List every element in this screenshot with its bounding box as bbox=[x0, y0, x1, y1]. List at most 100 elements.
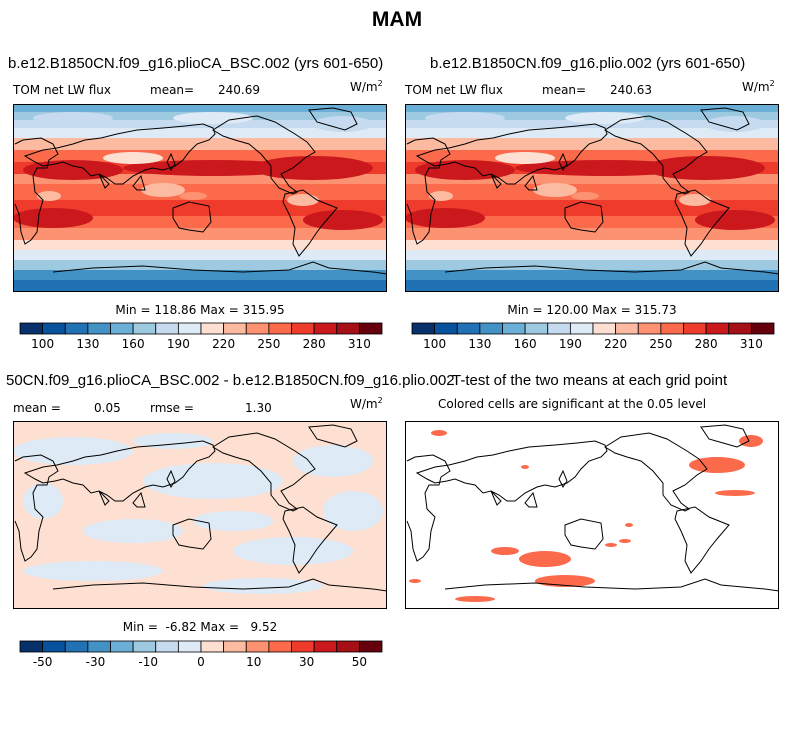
coastline bbox=[14, 454, 59, 562]
panel3-title: 50CN.f09_g16.plioCA_BSC.002 - b.e12.B185… bbox=[6, 372, 455, 389]
colorbar-swatch bbox=[200, 322, 225, 335]
coastline bbox=[444, 578, 779, 592]
flux-band bbox=[405, 138, 779, 151]
colorbar-swatch bbox=[502, 322, 526, 335]
flux-band bbox=[405, 174, 779, 185]
flux-band bbox=[405, 104, 779, 113]
panel3-mean-value: 0.05 bbox=[94, 401, 121, 415]
map-frame bbox=[405, 104, 779, 292]
colorbar-swatch bbox=[87, 322, 111, 335]
coastlines bbox=[14, 424, 387, 592]
flux-band bbox=[405, 280, 779, 292]
colorbar-swatch bbox=[223, 640, 247, 653]
coastline bbox=[700, 424, 750, 448]
colorbar-swatch bbox=[42, 640, 66, 653]
colorbar-tick-label: 30 bbox=[299, 655, 314, 669]
coastline bbox=[524, 174, 538, 191]
coastline bbox=[490, 173, 502, 189]
negative-region bbox=[23, 483, 63, 519]
panel2-field-label: TOM net LW flux bbox=[405, 83, 503, 97]
colorbar-tick-label: 310 bbox=[740, 337, 763, 351]
colorbar-swatch bbox=[110, 640, 134, 653]
colorbar-tick-label: 10 bbox=[246, 655, 261, 669]
convective-region bbox=[429, 191, 453, 201]
colorbar-swatch bbox=[291, 322, 315, 335]
convective-region bbox=[179, 192, 207, 200]
coastline bbox=[52, 261, 387, 275]
coastline bbox=[308, 424, 358, 448]
coastline bbox=[132, 174, 146, 191]
cool-region bbox=[173, 112, 253, 124]
colorbar-swatch bbox=[411, 322, 436, 335]
warm-core bbox=[405, 208, 485, 228]
coastline bbox=[406, 454, 451, 562]
panel2-minmax: Min = 120.00 Max = 315.73 bbox=[507, 303, 677, 317]
colorbar-tick-label: 0 bbox=[197, 655, 205, 669]
coastline bbox=[23, 440, 216, 502]
colorbar-tick-label: 50 bbox=[352, 655, 367, 669]
cool-region bbox=[313, 116, 373, 132]
coastlines bbox=[406, 424, 779, 592]
colorbar-swatch bbox=[245, 640, 270, 653]
colorbar-tick-label: 310 bbox=[348, 337, 371, 351]
coastline bbox=[700, 107, 750, 131]
colorbar-swatch bbox=[245, 322, 270, 335]
warm-core bbox=[645, 156, 765, 180]
colorbar-swatch bbox=[177, 640, 202, 653]
colorbar-swatch bbox=[592, 322, 617, 335]
colorbar-swatch bbox=[177, 322, 202, 335]
coastline bbox=[98, 173, 110, 189]
colorbar-swatch bbox=[132, 640, 157, 653]
colorbar-swatch bbox=[705, 322, 730, 335]
map-fill bbox=[13, 104, 387, 292]
coastline bbox=[212, 115, 316, 195]
coastline bbox=[558, 469, 568, 488]
colorbar-tick-label: 100 bbox=[31, 337, 54, 351]
significant-cells bbox=[625, 523, 633, 527]
convective-region bbox=[679, 194, 711, 206]
colorbar-swatch bbox=[268, 322, 292, 335]
significant-cells bbox=[455, 596, 495, 602]
coastline bbox=[524, 491, 538, 508]
warm-core bbox=[13, 208, 93, 228]
coastline bbox=[212, 432, 316, 512]
coastlines bbox=[406, 107, 779, 275]
flux-band bbox=[405, 270, 779, 281]
colorbar-tick-label: 130 bbox=[76, 337, 99, 351]
coastline bbox=[406, 137, 451, 245]
colorbar-swatch bbox=[155, 640, 179, 653]
coastline bbox=[166, 152, 176, 171]
coastline bbox=[14, 137, 59, 245]
colorbar-swatch bbox=[336, 640, 360, 653]
colorbar-tick-label: 100 bbox=[423, 337, 446, 351]
colorbar-swatch bbox=[155, 322, 179, 335]
map-frame bbox=[405, 421, 779, 609]
flux-band bbox=[13, 250, 387, 261]
coastline bbox=[23, 123, 216, 185]
map-fill bbox=[405, 104, 779, 292]
flux-band bbox=[13, 128, 387, 139]
panel2-units: W/m2 bbox=[742, 79, 775, 94]
significant-cells bbox=[715, 490, 755, 496]
coastline bbox=[604, 115, 708, 195]
colorbar-tick-label: 280 bbox=[695, 337, 718, 351]
ttest-background bbox=[405, 421, 779, 609]
colorbar-swatch bbox=[19, 640, 44, 653]
map-frame bbox=[13, 421, 387, 609]
panel3-rmse-label: rmse = bbox=[150, 401, 194, 415]
negative-region bbox=[13, 437, 133, 465]
cool-region bbox=[565, 112, 645, 124]
coastline bbox=[674, 189, 730, 257]
coastline bbox=[415, 440, 608, 502]
colorbar-swatch bbox=[313, 640, 338, 653]
panel2-mean-label: mean= bbox=[542, 83, 587, 97]
coastline bbox=[308, 107, 358, 131]
coastline bbox=[558, 152, 568, 171]
panel4-title: T-test of the two means at each grid poi… bbox=[452, 372, 728, 389]
convective-region bbox=[37, 191, 61, 201]
negative-region bbox=[233, 537, 353, 565]
coastline bbox=[132, 491, 146, 508]
colorbar-tick-label: 160 bbox=[122, 337, 145, 351]
coastline bbox=[415, 123, 608, 185]
significant-cells bbox=[521, 465, 529, 469]
